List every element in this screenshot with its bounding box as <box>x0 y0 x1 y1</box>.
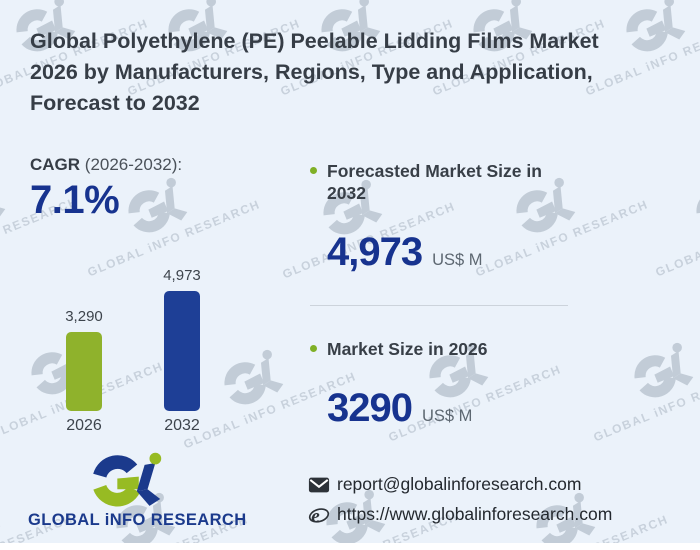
bullet-icon <box>310 345 317 352</box>
cagr-label: CAGR (2026-2032): <box>30 155 182 175</box>
stat-unit: US$ M <box>421 407 473 425</box>
cagr-block: CAGR (2026-2032): 7.1% <box>30 155 182 223</box>
company-logo: GLOBAL iNFO RESEARCH <box>28 452 247 530</box>
svg-text:e: e <box>311 505 320 524</box>
stat-heading: Forecasted Market Size in 2032 <box>327 161 542 203</box>
bar-chart: 3,290 2026 4,973 2032 <box>60 262 206 435</box>
stat-unit: US$ M <box>432 251 483 269</box>
bar-category-label: 2026 <box>66 417 102 434</box>
bar-value-label: 3,290 <box>65 308 103 325</box>
stats-column: Forecasted Market Size in 2032 4,973 US$… <box>310 160 580 431</box>
contact-website-row: e https://www.globalinforesearch.com <box>308 504 612 525</box>
cagr-value: 7.1% <box>30 178 120 222</box>
stat-value: 4,973 <box>327 230 423 274</box>
contact-block: report@globalinforesearch.com e https://… <box>308 474 612 534</box>
bar-2032 <box>164 291 200 411</box>
cagr-label-range: (2026-2032): <box>80 155 183 174</box>
stat-size-2026: Market Size in 2026 3290 US$ M <box>310 338 580 431</box>
email-icon <box>308 477 330 492</box>
divider <box>310 305 568 306</box>
bar-value-label: 4,973 <box>163 267 201 284</box>
gi-logo-mark <box>93 452 162 507</box>
contact-website[interactable]: https://www.globalinforesearch.com <box>337 504 613 524</box>
stat-forecast-2032: Forecasted Market Size in 2032 4,973 US$… <box>310 160 580 275</box>
cagr-label-bold: CAGR <box>30 155 81 174</box>
contact-email[interactable]: report@globalinforesearch.com <box>337 474 582 494</box>
bar-group-2026: 3,290 2026 <box>60 308 108 435</box>
bar-category-label: 2032 <box>164 417 200 434</box>
browser-e-icon: e <box>308 505 330 525</box>
bullet-icon <box>310 167 317 174</box>
stat-value: 3290 <box>327 386 413 430</box>
page-title: Global Polyethylene (PE) Peelable Liddin… <box>30 29 599 115</box>
contact-email-row: report@globalinforesearch.com <box>308 474 612 495</box>
stat-heading: Market Size in 2026 <box>327 339 488 359</box>
bar-2026 <box>66 332 102 411</box>
bar-group-2032: 4,973 2032 <box>158 267 206 435</box>
bottom-border <box>0 543 700 550</box>
company-logo-text: GLOBAL iNFO RESEARCH <box>28 511 247 529</box>
